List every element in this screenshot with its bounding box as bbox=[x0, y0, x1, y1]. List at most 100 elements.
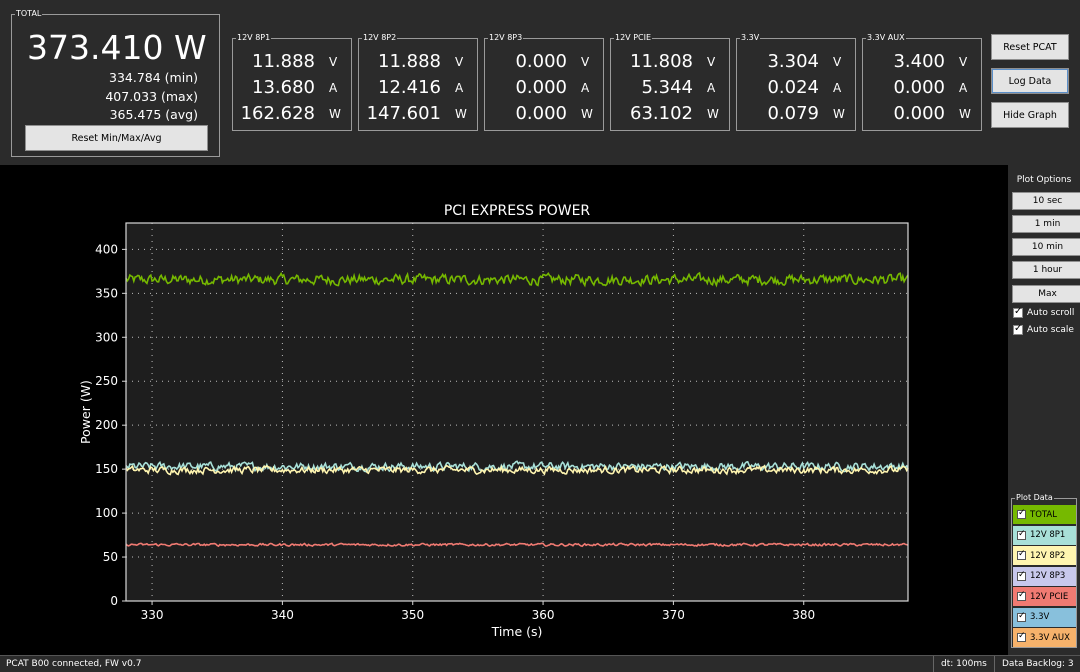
channel-amps-value: 5.344 bbox=[641, 77, 693, 98]
plot-data-group: Plot Data TOTAL 12V 8P1 12V 8P2 12V 8P3 12V … bbox=[1011, 493, 1077, 648]
plot-data-item-total[interactable]: TOTAL bbox=[1013, 505, 1076, 524]
series-line-12v-8p2 bbox=[125, 464, 909, 476]
plot-data-item-12v-pcie[interactable]: 12V PCIE bbox=[1013, 587, 1076, 606]
auto-scroll-toggle[interactable]: Auto scroll bbox=[1013, 306, 1074, 318]
channel-amps-unit: A bbox=[959, 81, 968, 95]
range-1-hour-button[interactable]: 1 hour bbox=[1012, 261, 1080, 279]
channel-group-3-3v: 3.3V 3.304 V 0.024 A 0.079 W bbox=[736, 33, 856, 131]
channel-watts-unit: W bbox=[581, 107, 593, 121]
hide-graph-button[interactable]: Hide Graph bbox=[991, 102, 1069, 128]
channel-volts-unit: V bbox=[581, 55, 590, 69]
y-tick-label: 400 bbox=[95, 242, 118, 256]
y-tick-label: 350 bbox=[95, 286, 118, 300]
x-tick-label: 380 bbox=[792, 608, 815, 622]
range-1-min-button[interactable]: 1 min bbox=[1012, 215, 1080, 233]
plot-data-checkbox[interactable] bbox=[1017, 529, 1026, 540]
channel-watts-unit: W bbox=[959, 107, 971, 121]
plot-data-label: TOTAL bbox=[1030, 509, 1057, 520]
plot-data-checkbox[interactable] bbox=[1017, 549, 1026, 560]
y-tick-label: 100 bbox=[95, 506, 118, 520]
channel-title: 12V 8P2 bbox=[362, 33, 398, 43]
x-tick-label: 370 bbox=[662, 608, 685, 622]
y-tick-label: 250 bbox=[95, 374, 118, 388]
plot-data-checkbox[interactable] bbox=[1017, 508, 1026, 519]
channel-group-12v-8p2: 12V 8P2 11.888 V 12.416 A 147.601 W bbox=[358, 33, 478, 131]
plot-data-title: Plot Data bbox=[1015, 493, 1054, 503]
range-10-min-button[interactable]: 10 min bbox=[1012, 238, 1080, 256]
y-axis-label: Power (W) bbox=[78, 380, 93, 444]
total-avg: 365.475 (avg) bbox=[109, 107, 198, 122]
log-data-button[interactable]: Log Data bbox=[991, 68, 1069, 94]
channel-volts-unit: V bbox=[329, 55, 338, 69]
channel-amps-unit: A bbox=[329, 81, 338, 95]
y-tick-label: 150 bbox=[95, 462, 118, 476]
plot-data-label: 12V 8P2 bbox=[1030, 550, 1066, 561]
plot-data-checkbox[interactable] bbox=[1017, 631, 1026, 642]
status-bar: PCAT B00 connected, FW v0.7 dt: 100ms Da… bbox=[0, 655, 1080, 672]
plot-data-item-3-3v-aux[interactable]: 3.3V AUX bbox=[1013, 628, 1076, 647]
channel-title: 12V 8P3 bbox=[488, 33, 524, 43]
series-line-12v-pcie bbox=[125, 542, 909, 548]
plot-data-checkbox[interactable] bbox=[1017, 590, 1026, 601]
plot-data-item-3-3v[interactable]: 3.3V bbox=[1013, 607, 1076, 627]
top-panel: TOTAL 373.410 W 334.784 (min) 407.033 (m… bbox=[0, 0, 1080, 165]
total-max: 407.033 (max) bbox=[105, 89, 198, 104]
power-chart: 330 340 350 360 370 380 0 50 100 150 200 250 300 350 4… bbox=[78, 203, 909, 639]
channel-volts-value: 3.400 bbox=[893, 51, 945, 72]
auto-scale-toggle[interactable]: Auto scale bbox=[1013, 323, 1074, 335]
x-tick-label: 330 bbox=[141, 608, 164, 622]
channel-amps-value: 0.000 bbox=[515, 77, 567, 98]
channel-amps-unit: A bbox=[707, 81, 716, 95]
plot-options-title: Plot Options bbox=[1016, 175, 1072, 185]
channel-volts-unit: V bbox=[707, 55, 716, 69]
channel-title: 3.3V AUX bbox=[866, 33, 906, 43]
channel-amps-value: 0.024 bbox=[767, 77, 819, 98]
channel-watts-value: 147.601 bbox=[366, 103, 441, 124]
status-divider bbox=[933, 656, 934, 672]
plot-area: 330 340 350 360 370 380 0 50 100 150 200 250 300 350 4… bbox=[0, 165, 1008, 655]
reset-min-max-avg-button[interactable]: Reset Min/Max/Avg bbox=[25, 125, 208, 151]
total-min: 334.784 (min) bbox=[109, 70, 198, 85]
total-group-title: TOTAL bbox=[15, 9, 43, 19]
channel-watts-value: 0.079 bbox=[767, 103, 819, 124]
range-10-sec-button[interactable]: 10 sec bbox=[1012, 192, 1080, 210]
x-axis-label: Time (s) bbox=[491, 624, 543, 639]
plot-data-item-12v-8p2[interactable]: 12V 8P2 bbox=[1013, 546, 1076, 565]
channel-title: 3.3V bbox=[740, 33, 761, 43]
auto-scale-checkbox[interactable] bbox=[1013, 323, 1023, 335]
data-backlog: Data Backlog: 3 bbox=[1002, 659, 1074, 669]
plot-data-label: 12V 8P1 bbox=[1030, 530, 1066, 540]
sample-interval: dt: 100ms bbox=[941, 659, 987, 669]
plot-frame bbox=[125, 222, 909, 602]
total-group: TOTAL 373.410 W 334.784 (min) 407.033 (m… bbox=[11, 9, 220, 157]
y-tick-label: 0 bbox=[110, 594, 118, 608]
channel-title: 12V 8P1 bbox=[236, 33, 272, 43]
x-tick-label: 340 bbox=[271, 608, 294, 622]
y-tick-label: 50 bbox=[103, 550, 118, 564]
channel-amps-value: 0.000 bbox=[893, 77, 945, 98]
x-tick-label: 350 bbox=[401, 608, 424, 622]
channel-watts-value: 63.102 bbox=[630, 103, 693, 124]
auto-scroll-checkbox[interactable] bbox=[1013, 306, 1023, 318]
channel-amps-value: 12.416 bbox=[378, 77, 441, 98]
channel-watts-unit: W bbox=[707, 107, 719, 121]
plot-data-label: 3.3V AUX bbox=[1030, 632, 1070, 643]
plot-data-item-12v-8p1[interactable]: 12V 8P1 bbox=[1013, 525, 1076, 545]
channel-volts-value: 11.808 bbox=[630, 51, 693, 72]
channel-volts-value: 0.000 bbox=[515, 51, 567, 72]
plot-data-checkbox[interactable] bbox=[1017, 611, 1026, 622]
reset-pcat-button[interactable]: Reset PCAT bbox=[991, 34, 1069, 60]
chart-title: PCI EXPRESS POWER bbox=[444, 203, 591, 219]
y-tick-label: 200 bbox=[95, 418, 118, 432]
plot-data-item-12v-8p3[interactable]: 12V 8P3 bbox=[1013, 566, 1076, 586]
plot-data-checkbox[interactable] bbox=[1017, 570, 1026, 581]
channel-title: 12V PCIE bbox=[614, 33, 653, 43]
channel-group-3-3v-aux: 3.3V AUX 3.400 V 0.000 A 0.000 W bbox=[862, 33, 982, 131]
channel-group-12v-pcie: 12V PCIE 11.808 V 5.344 A 63.102 W bbox=[610, 33, 730, 131]
range-max-button[interactable]: Max bbox=[1012, 285, 1080, 303]
channel-volts-value: 3.304 bbox=[767, 51, 819, 72]
x-tick-label: 360 bbox=[532, 608, 555, 622]
channel-watts-unit: W bbox=[833, 107, 845, 121]
channel-volts-unit: V bbox=[455, 55, 464, 69]
channel-watts-unit: W bbox=[329, 107, 341, 121]
